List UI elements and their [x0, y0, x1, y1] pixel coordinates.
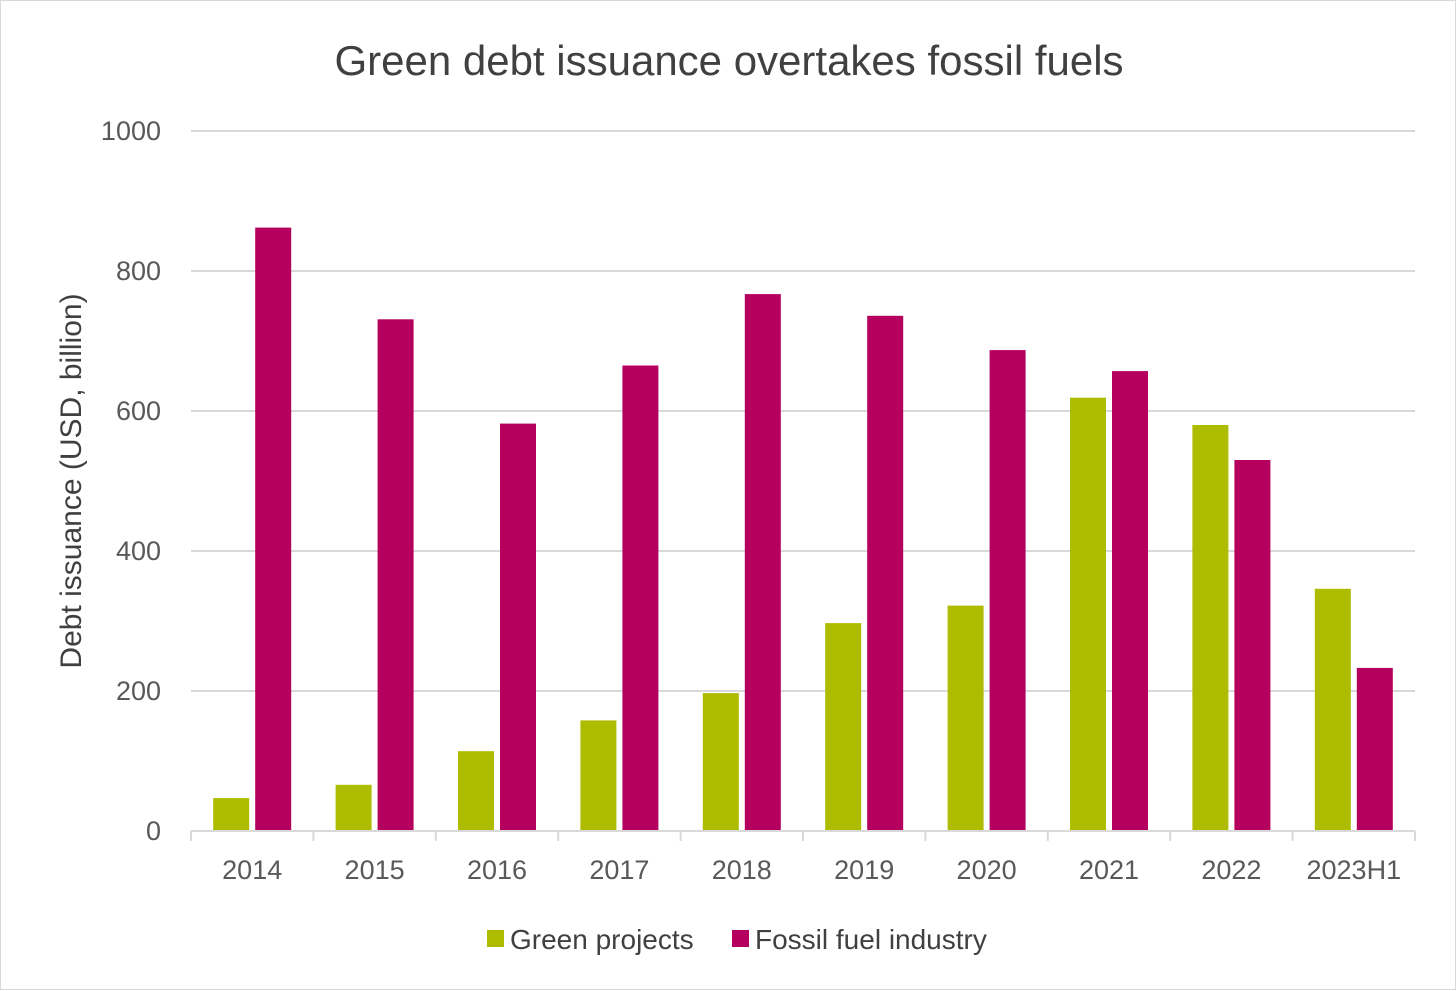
bar-fossil-fuel-industry-2023h1 [1356, 667, 1393, 831]
legend-label: Green projects [510, 924, 694, 955]
bar-fossil-fuel-industry-2016 [500, 423, 536, 831]
bar-fossil-fuel-industry-2015 [377, 319, 414, 831]
y-tick-label: 400 [116, 536, 161, 566]
x-tick-label: 2023H1 [1307, 855, 1402, 885]
x-tick-label: 2016 [467, 855, 527, 885]
bar-fossil-fuel-industry-2022 [1234, 460, 1271, 831]
bar-green-projects-2014 [213, 798, 250, 831]
bar-green-projects-2023h1 [1314, 588, 1351, 831]
x-tick-label: 2021 [1079, 855, 1139, 885]
y-axis-label: Debt issuance (USD, billion) [55, 293, 88, 668]
bar-green-projects-2018 [702, 693, 739, 831]
chart-title: Green debt issuance overtakes fossil fue… [334, 37, 1123, 84]
bar-green-projects-2019 [825, 623, 862, 831]
bar-fossil-fuel-industry-2017 [622, 365, 659, 831]
bar-green-projects-2022 [1192, 425, 1229, 831]
x-tick-label: 2017 [589, 855, 649, 885]
y-axis-ticks: 0 200 400 600 800 1000 [101, 116, 161, 846]
bar-fossil-fuel-industry-2019 [867, 315, 904, 831]
x-tick-label: 2022 [1201, 855, 1261, 885]
bar-fossil-fuel-industry-2020 [989, 350, 1026, 831]
legend: Green projects Fossil fuel industry [487, 924, 987, 955]
bar-fossil-fuel-industry-2014 [255, 227, 292, 832]
x-tick-label: 2014 [222, 855, 282, 885]
bar-green-projects-2017 [580, 720, 617, 831]
x-tick-label: 2020 [957, 855, 1017, 885]
x-axis [190, 830, 1416, 841]
y-tick-label: 1000 [101, 116, 161, 146]
bar-green-projects-2021 [1070, 397, 1106, 831]
x-tick-label: 2019 [834, 855, 894, 885]
x-axis-ticks: 2014 2015 2016 2017 2018 2019 2020 2021 2022 2023… [222, 855, 1401, 885]
bar-green-projects-2016 [458, 751, 494, 831]
legend-swatch [732, 930, 749, 947]
y-tick-label: 600 [116, 396, 161, 426]
bar-green-projects-2015 [335, 784, 372, 831]
bars [213, 227, 1393, 832]
x-tick-label: 2015 [345, 855, 405, 885]
y-tick-label: 800 [116, 256, 161, 286]
y-tick-label: 0 [146, 816, 161, 846]
legend-swatch [487, 930, 504, 947]
legend-label: Fossil fuel industry [755, 924, 987, 955]
bar-fossil-fuel-industry-2018 [744, 294, 781, 832]
gridlines [191, 130, 1415, 692]
bar-green-projects-2020 [947, 605, 984, 831]
y-tick-label: 200 [116, 676, 161, 706]
x-tick-label: 2018 [712, 855, 772, 885]
bar-fossil-fuel-industry-2021 [1112, 371, 1148, 831]
